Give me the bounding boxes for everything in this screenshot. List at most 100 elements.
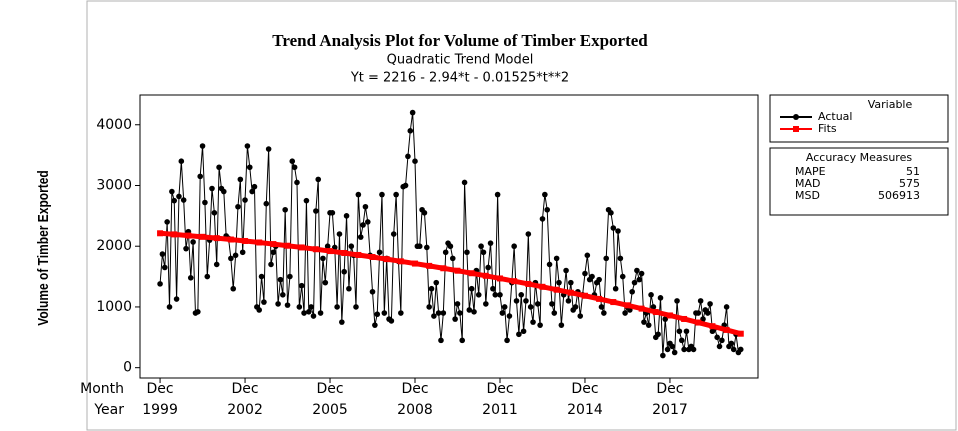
fits-point — [454, 267, 461, 274]
actual-point — [244, 143, 251, 149]
actual-point — [180, 197, 187, 203]
actual-point — [723, 304, 730, 310]
actual-point — [612, 285, 619, 292]
actual-point — [209, 185, 215, 192]
actual-point — [322, 279, 329, 286]
chart-title: Trend Analysis Plot for Volume of Timber… — [272, 31, 648, 50]
fits-point — [157, 230, 164, 237]
actual-point — [589, 273, 595, 280]
fits-point — [624, 302, 631, 309]
actual-point — [157, 281, 163, 287]
actual-point — [390, 231, 397, 237]
x-tick-label: Dec — [316, 381, 343, 397]
actual-point — [428, 285, 435, 292]
accuracy-title: Accuracy Measures — [806, 151, 912, 164]
actual-point — [518, 292, 525, 298]
fits-point — [199, 233, 206, 240]
fits-point — [298, 244, 305, 251]
actual-point — [497, 292, 503, 298]
x-tick-year: 2011 — [482, 402, 518, 418]
fits-point — [284, 242, 291, 249]
actual-point — [596, 276, 602, 283]
y-axis-label: Volume of Timber Exported — [35, 170, 52, 326]
y-tick-label: 4000 — [96, 117, 132, 133]
actual-point — [487, 240, 494, 246]
actual-point — [221, 188, 227, 195]
actual-point — [412, 158, 418, 164]
fits-point — [723, 326, 730, 333]
actual-point — [584, 252, 591, 259]
plot-frame — [139, 94, 759, 379]
fits-point — [539, 283, 546, 290]
actual-point — [301, 310, 307, 316]
actual-point — [329, 210, 336, 216]
actual-point — [466, 307, 473, 313]
actual-point — [494, 191, 501, 198]
actual-point — [511, 243, 517, 250]
actual-point — [461, 179, 468, 186]
actual-point — [447, 243, 454, 250]
actual-point — [421, 210, 428, 216]
actual-point — [601, 310, 607, 316]
actual-point — [161, 264, 168, 271]
actual-point — [409, 109, 416, 116]
actual-point — [442, 249, 449, 256]
actual-point — [457, 310, 463, 316]
actual-point — [197, 173, 203, 180]
actual-point — [572, 304, 579, 310]
actual-point — [610, 225, 617, 231]
actual-point — [664, 346, 671, 353]
actual-point — [242, 197, 248, 203]
fits-point — [511, 278, 518, 285]
actual-point — [320, 255, 326, 262]
actual-point — [438, 337, 444, 344]
actual-point — [239, 249, 246, 256]
actual-point — [551, 310, 558, 316]
actual-point — [246, 164, 253, 171]
actual-point — [631, 279, 638, 286]
equation: Yt = 2216 - 2.94*t - 0.01525*t**2 — [350, 71, 569, 86]
actual-point — [190, 239, 196, 245]
accuracy-box — [769, 147, 949, 216]
fits-point — [581, 292, 588, 299]
actual-point — [249, 188, 255, 195]
actual-point — [577, 313, 584, 319]
actual-point — [381, 310, 388, 316]
actual-point — [372, 322, 378, 328]
fits-point — [610, 299, 617, 306]
actual-point — [265, 146, 272, 152]
actual-point — [549, 301, 555, 307]
actual-point — [582, 270, 588, 277]
actual-point — [537, 322, 543, 328]
actual-point — [471, 309, 477, 315]
actual-point — [645, 322, 652, 328]
actual-point — [638, 270, 645, 277]
accuracy-value: 575 — [899, 177, 920, 190]
accuracy-value: 51 — [906, 165, 920, 178]
x-tick-label: Dec — [147, 381, 174, 397]
fits-point — [355, 251, 362, 258]
actual-point — [291, 164, 298, 171]
actual-point — [558, 322, 565, 328]
accuracy-name: MSD — [795, 189, 820, 202]
actual-point — [398, 310, 404, 316]
actual-point — [615, 228, 621, 234]
actual-point — [169, 188, 175, 195]
legend-title: Variable — [868, 98, 913, 111]
actual-point — [270, 249, 277, 256]
actual-point — [464, 249, 470, 256]
actual-point — [388, 318, 395, 324]
actual-point — [296, 304, 303, 310]
actual-point — [603, 255, 610, 262]
actual-point — [478, 243, 484, 250]
actual-point — [449, 255, 456, 262]
fits-point — [397, 258, 404, 265]
actual-point — [542, 191, 548, 198]
actual-point — [275, 301, 281, 307]
actual-point — [568, 279, 574, 286]
legend-marker — [793, 126, 799, 132]
actual-point — [407, 128, 414, 134]
actual-point — [681, 346, 687, 353]
x-tick-year: 2008 — [397, 402, 433, 418]
actual-point — [424, 244, 430, 251]
